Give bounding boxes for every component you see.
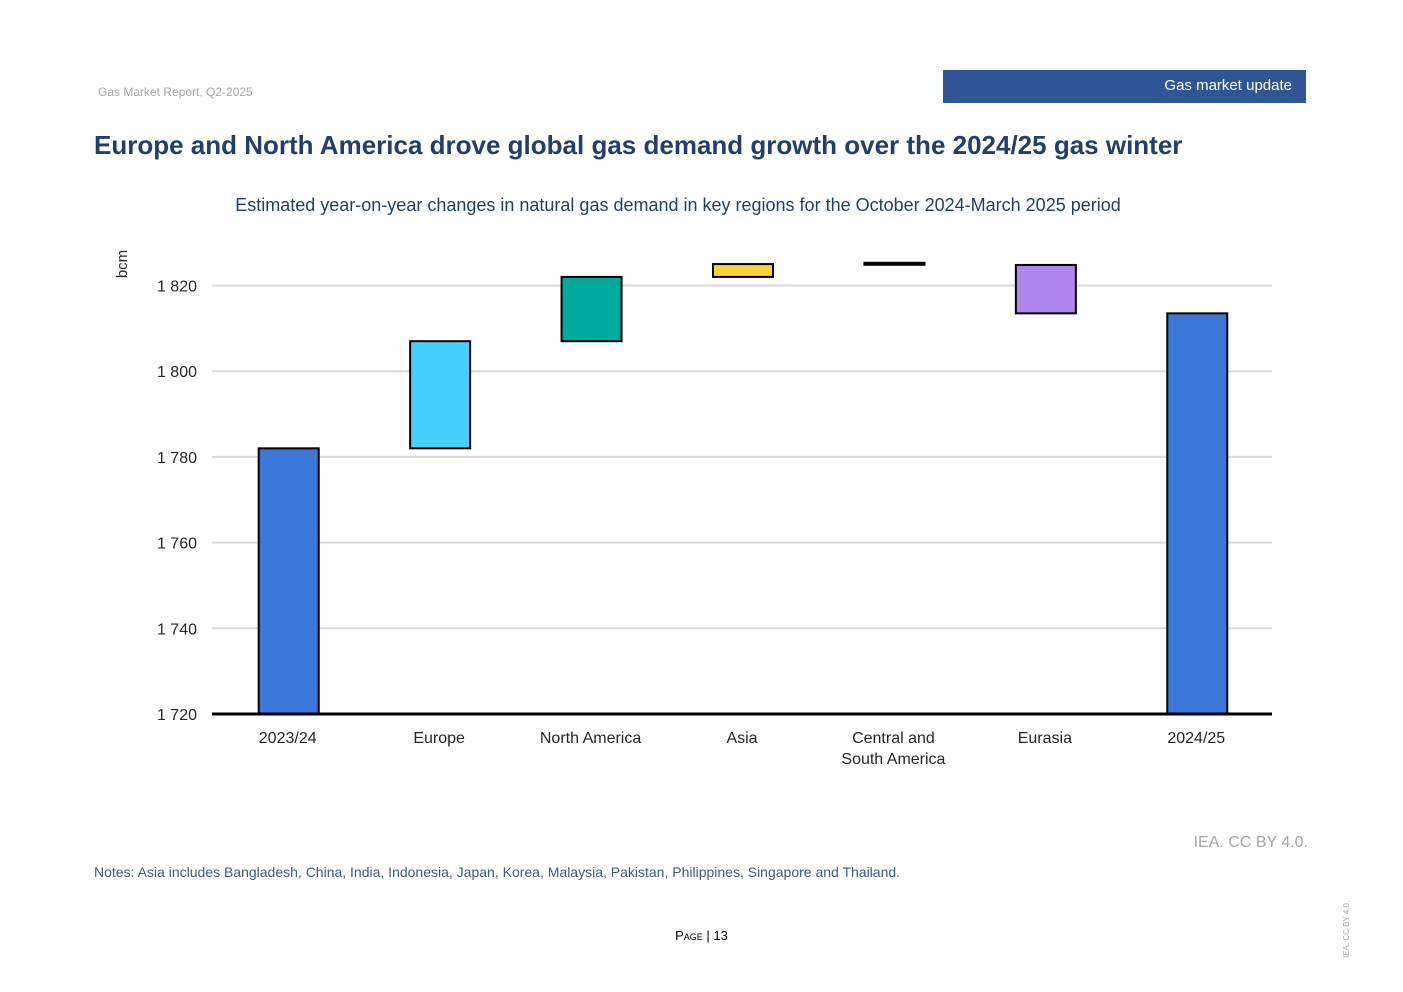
x-tick-label: South America	[841, 751, 945, 768]
section-banner: Gas market update	[943, 70, 1306, 103]
page-number: Page | 13	[0, 928, 1403, 943]
y-tick-label: 1 740	[157, 621, 197, 638]
page-label: Page	[675, 928, 703, 943]
x-tick-label: 2024/25	[1167, 730, 1225, 747]
y-tick-label: 1 820	[157, 279, 197, 296]
section-label: Gas market update	[1164, 77, 1292, 94]
bar-asia	[712, 263, 774, 278]
grid-layer	[212, 284, 1272, 630]
y-tick-label: 1 780	[157, 450, 197, 467]
bar-central-and-south-america	[863, 261, 926, 266]
side-credit: IEA. CC BY 4.0.	[1342, 900, 1351, 958]
bar-2024-25	[1166, 312, 1229, 715]
x-tick-label: 2023/24	[259, 730, 317, 747]
page-number-value: 13	[713, 928, 728, 943]
bar-layer	[257, 261, 1229, 715]
y-tick-label: 1 720	[157, 707, 197, 724]
report-name: Gas Market Report, Q2-2025	[98, 85, 253, 99]
x-tick-label: Central and	[852, 730, 935, 747]
bar-eurasia	[1014, 263, 1077, 315]
chart-credit: IEA. CC BY 4.0.	[1193, 834, 1308, 851]
y-axis-label: bcm	[114, 250, 131, 278]
x-tick-label: Eurasia	[1018, 730, 1072, 747]
chart-notes: Notes: Asia includes Bangladesh, China, …	[94, 864, 901, 880]
page-separator: |	[706, 928, 710, 943]
x-tick-label: Europe	[413, 730, 465, 747]
x-tick-label: North America	[540, 730, 641, 747]
y-tick-label: 1 760	[157, 536, 197, 553]
label-layer: 1 720 1 740 1 760 1 780 1 800 1 820 bcm 2023/24…	[114, 250, 1225, 768]
y-tick-label: 1 800	[157, 364, 197, 381]
page-title: Europe and North America drove global ga…	[94, 130, 1183, 160]
bar-2023-24	[257, 447, 320, 715]
bar-europe	[409, 340, 472, 450]
bar-north-america	[560, 275, 623, 343]
chart-title: Estimated year-on-year changes in natura…	[235, 195, 1121, 215]
x-tick-label: Asia	[726, 730, 757, 747]
